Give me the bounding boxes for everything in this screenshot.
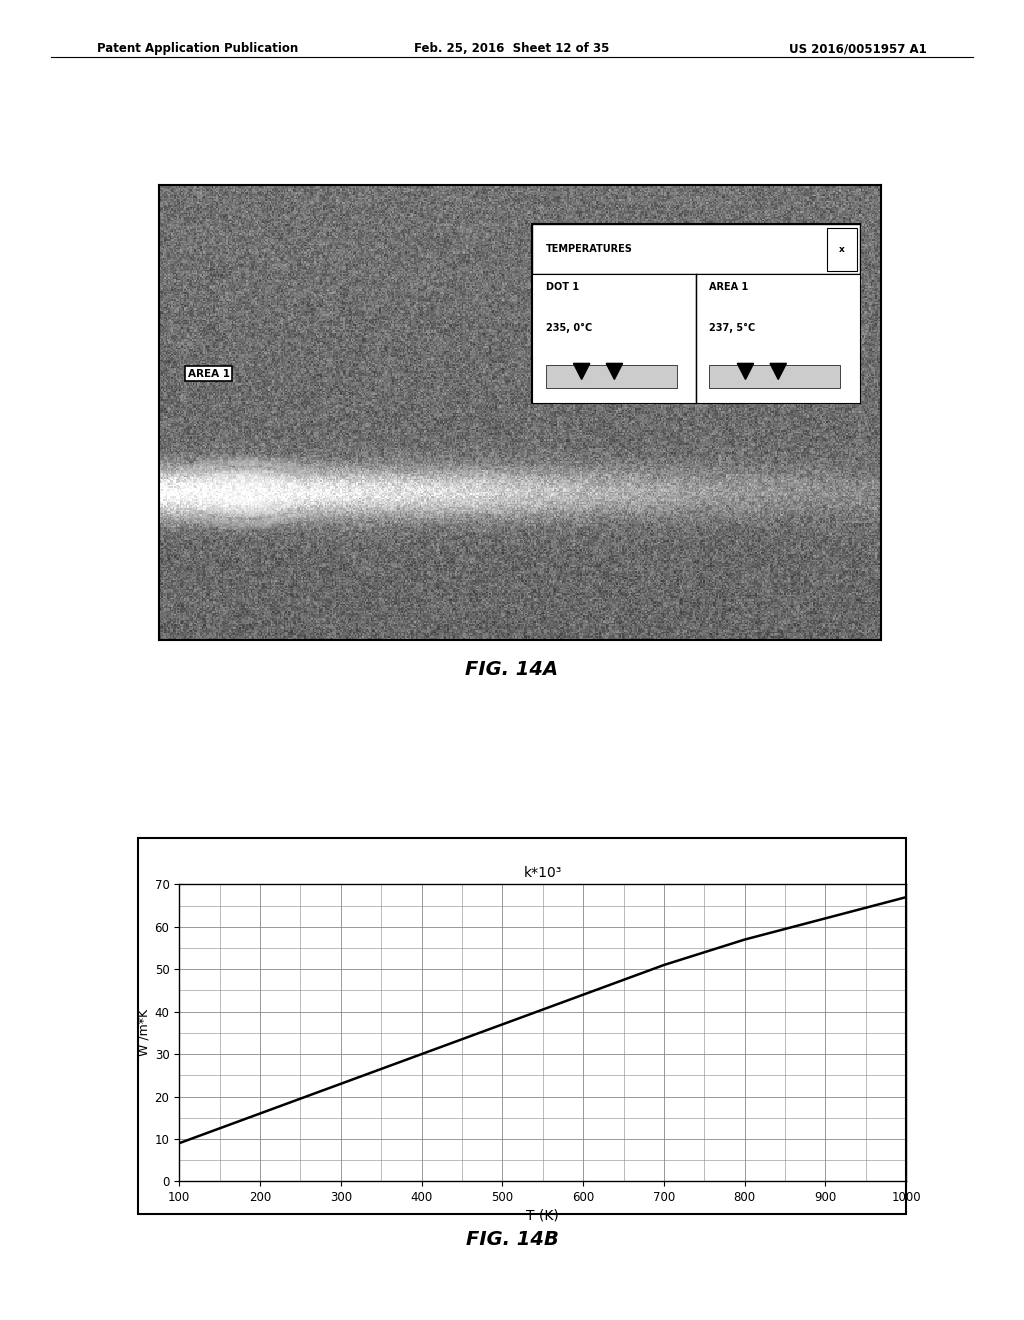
Text: Patent Application Publication: Patent Application Publication bbox=[97, 42, 299, 55]
Text: 237, 5°C: 237, 5°C bbox=[710, 322, 756, 333]
Text: Feb. 25, 2016  Sheet 12 of 35: Feb. 25, 2016 Sheet 12 of 35 bbox=[415, 42, 609, 55]
Point bbox=[690, 395, 702, 411]
Bar bbox=[532, 224, 860, 275]
Text: 235, 0°C: 235, 0°C bbox=[546, 322, 592, 333]
Bar bbox=[827, 228, 857, 271]
Text: DOT 1: DOT 1 bbox=[546, 281, 579, 292]
Text: AREA 1: AREA 1 bbox=[187, 368, 229, 379]
Bar bbox=[532, 275, 696, 403]
Text: US 2016/0051957 A1: US 2016/0051957 A1 bbox=[788, 42, 927, 55]
Text: x: x bbox=[840, 244, 845, 253]
Bar bbox=[546, 366, 677, 388]
Point bbox=[690, 267, 702, 282]
Bar bbox=[696, 275, 860, 403]
Text: TEMPERATURES: TEMPERATURES bbox=[546, 244, 633, 255]
Polygon shape bbox=[573, 363, 590, 379]
Text: AREA 1: AREA 1 bbox=[710, 281, 749, 292]
Polygon shape bbox=[770, 363, 786, 379]
Polygon shape bbox=[606, 363, 623, 379]
Y-axis label: W /m*K: W /m*K bbox=[137, 1010, 151, 1056]
Text: FIG. 14B: FIG. 14B bbox=[466, 1230, 558, 1249]
Bar bbox=[710, 366, 841, 388]
Polygon shape bbox=[737, 363, 754, 379]
X-axis label: T (K): T (K) bbox=[526, 1208, 559, 1222]
Text: FIG. 14A: FIG. 14A bbox=[466, 660, 558, 678]
Title: k*10³: k*10³ bbox=[523, 866, 562, 880]
